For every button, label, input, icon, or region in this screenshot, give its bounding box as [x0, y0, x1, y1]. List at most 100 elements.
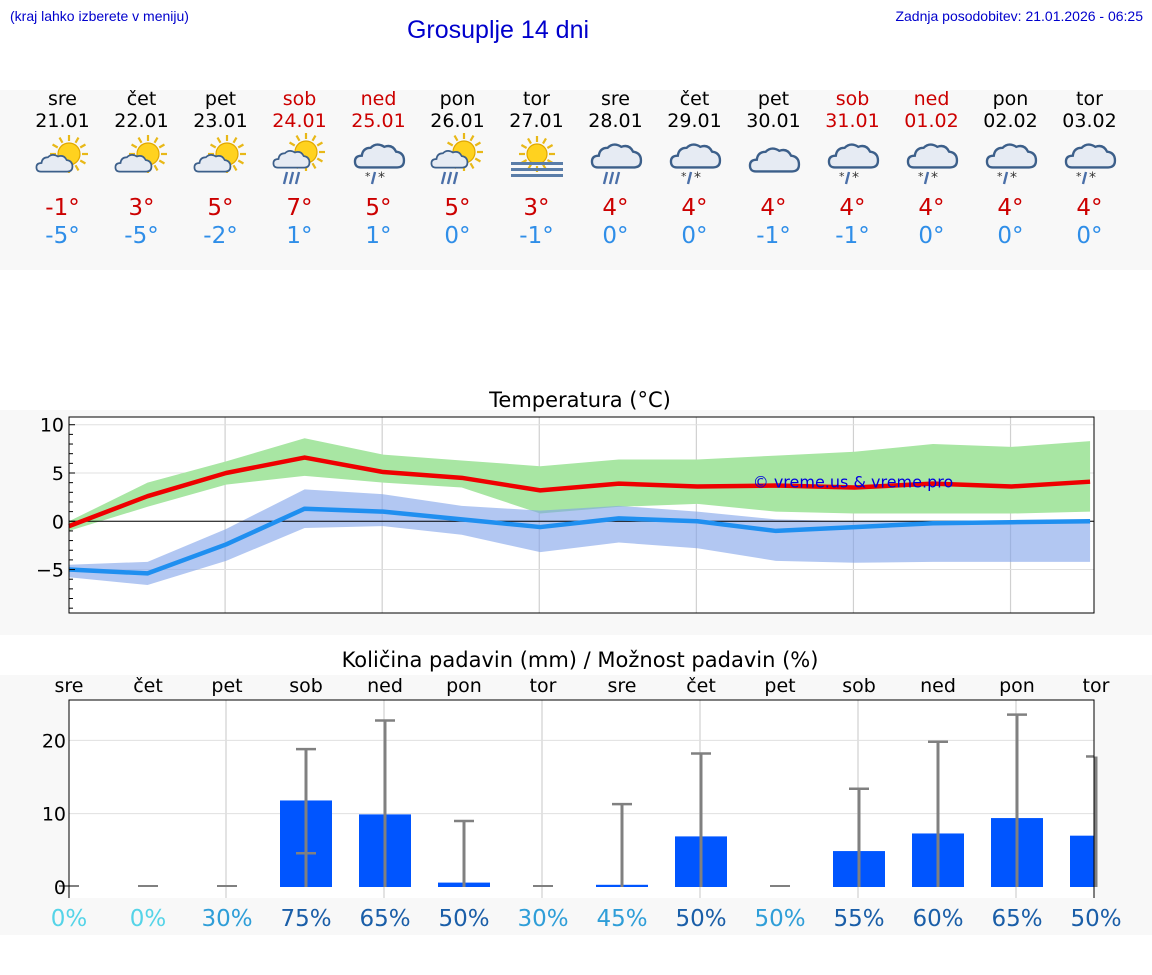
svg-text:*: *: [1089, 170, 1096, 186]
cloud-icon: [748, 147, 800, 173]
svg-text:*: *: [931, 170, 938, 186]
plot-frame: [68, 699, 1095, 898]
day-label: sre: [608, 675, 637, 697]
svg-text:*: *: [839, 170, 845, 183]
precip-probability: 65%: [991, 906, 1042, 932]
temp-min: -5°: [124, 223, 159, 249]
day-name: tor: [523, 88, 550, 110]
y-tick-label: −5: [36, 560, 64, 582]
day-date: 30.01: [746, 110, 801, 132]
temp-max: -1°: [45, 195, 80, 221]
day-column: pon 02.02 * * 4° 0°: [971, 88, 1050, 250]
cloud-sleet-icon: * *: [1064, 143, 1116, 186]
day-column: tor 27.01 3° -1°: [497, 88, 576, 250]
day-label: pet: [764, 675, 795, 697]
precipitation-chart-title: Količina padavin (mm) / Možnost padavin …: [341, 648, 819, 672]
day-label: čet: [686, 675, 716, 697]
day-date: 26.01: [430, 110, 485, 132]
day-column: ned 01.02 * * 4° 0°: [892, 88, 971, 250]
day-label: pon: [999, 675, 1035, 697]
day-name: čet: [679, 88, 710, 110]
temp-min: 0°: [602, 223, 629, 249]
day-name: čet: [126, 88, 157, 110]
y-tick-label: 0: [54, 877, 66, 899]
precip-probability: 50%: [1070, 906, 1121, 932]
temp-max: 4°: [681, 195, 708, 221]
day-column: pet 30.01 4° -1°: [734, 88, 813, 250]
precip-probability: 50%: [438, 906, 489, 932]
cloud-sleet-icon: * *: [353, 143, 405, 186]
day-date: 03.02: [1062, 110, 1117, 132]
sun-cloud-rain-icon: [430, 133, 483, 185]
day-date: 28.01: [588, 110, 643, 132]
cloud-sleet-icon: * *: [906, 143, 958, 186]
precip-probability: 50%: [675, 906, 726, 932]
day-label: čet: [133, 675, 163, 697]
sun-cloud-rain-icon: [272, 133, 325, 185]
day-label: pon: [446, 675, 482, 697]
svg-text:*: *: [681, 170, 687, 183]
min-temp-line: [68, 506, 1091, 576]
cloud-sleet-icon: * *: [827, 143, 879, 186]
temp-min: 0°: [1076, 223, 1103, 249]
temperature-chart-title: Temperatura (°C): [489, 388, 671, 412]
precipitation-chart: sre čet pet sob ned pon tor sre čet pet sob ned pon t…: [42, 675, 1122, 932]
sun-cloud-icon: [35, 135, 88, 173]
day-date: 22.01: [114, 110, 169, 132]
temp-min: 1°: [286, 223, 313, 249]
day-date: 02.02: [983, 110, 1038, 132]
day-date: 01.02: [904, 110, 959, 132]
day-name: tor: [1076, 88, 1103, 110]
y-tick-label: 10: [42, 804, 66, 826]
temp-max: 4°: [1076, 195, 1103, 221]
precip-bar: [1070, 835, 1094, 887]
cloud-sleet-icon: * *: [985, 143, 1037, 186]
day-column: sre 28.01 4° 0°: [576, 88, 655, 250]
temp-min: -2°: [203, 223, 238, 249]
day-name: pon: [439, 88, 476, 110]
y-tick-label: 10: [40, 415, 64, 437]
sun-cloud-icon: [193, 135, 246, 173]
temperature-chart: 10 5 0 −5 © vreme.us & vreme.pro: [36, 415, 1095, 614]
precip-probability: 30%: [201, 906, 252, 932]
svg-text:*: *: [694, 170, 701, 186]
day-label: tor: [530, 675, 557, 697]
temp-max: 7°: [286, 195, 313, 221]
temp-max: 3°: [128, 195, 155, 221]
temp-min: 0°: [681, 223, 708, 249]
min-range-band: [69, 489, 1091, 585]
forecast-band: [0, 90, 1152, 270]
day-column: sob 31.01 * * 4° -1°: [813, 88, 892, 250]
day-name: pet: [204, 88, 237, 110]
day-name: sre: [48, 88, 77, 110]
temp-min: -1°: [835, 223, 870, 249]
precip-probability: 65%: [359, 906, 410, 932]
temp-min: 0°: [997, 223, 1024, 249]
temp-max: 5°: [444, 195, 471, 221]
y-tick-label: 20: [42, 730, 66, 752]
day-column: tor 03.02 * * 4° 0°: [1050, 88, 1129, 250]
day-name: sre: [601, 88, 630, 110]
day-label: tor: [1083, 675, 1110, 697]
day-forecast-row: sre 21.01 -1° -5° čet 22.01 3° -5° pet 23.01 5° -2°…: [0, 88, 1152, 250]
day-label: ned: [920, 675, 956, 697]
temp-min: 1°: [365, 223, 392, 249]
temp-min: -1°: [519, 223, 554, 249]
precip-probability: 0%: [130, 906, 167, 932]
y-tick-label: 5: [52, 463, 64, 485]
temp-max: 3°: [523, 195, 550, 221]
precip-probability: 55%: [833, 906, 884, 932]
day-name: ned: [913, 88, 950, 110]
temp-max: 4°: [602, 195, 629, 221]
day-name: pet: [757, 88, 790, 110]
svg-text:*: *: [918, 170, 924, 183]
sun-cloud-icon: [114, 135, 167, 173]
day-date: 31.01: [825, 110, 880, 132]
svg-text:*: *: [378, 170, 385, 186]
day-date: 25.01: [351, 110, 406, 132]
svg-text:*: *: [852, 170, 859, 186]
svg-text:*: *: [1076, 170, 1082, 183]
temp-min: -1°: [756, 223, 791, 249]
day-label: sre: [55, 675, 84, 697]
day-date: 27.01: [509, 110, 564, 132]
